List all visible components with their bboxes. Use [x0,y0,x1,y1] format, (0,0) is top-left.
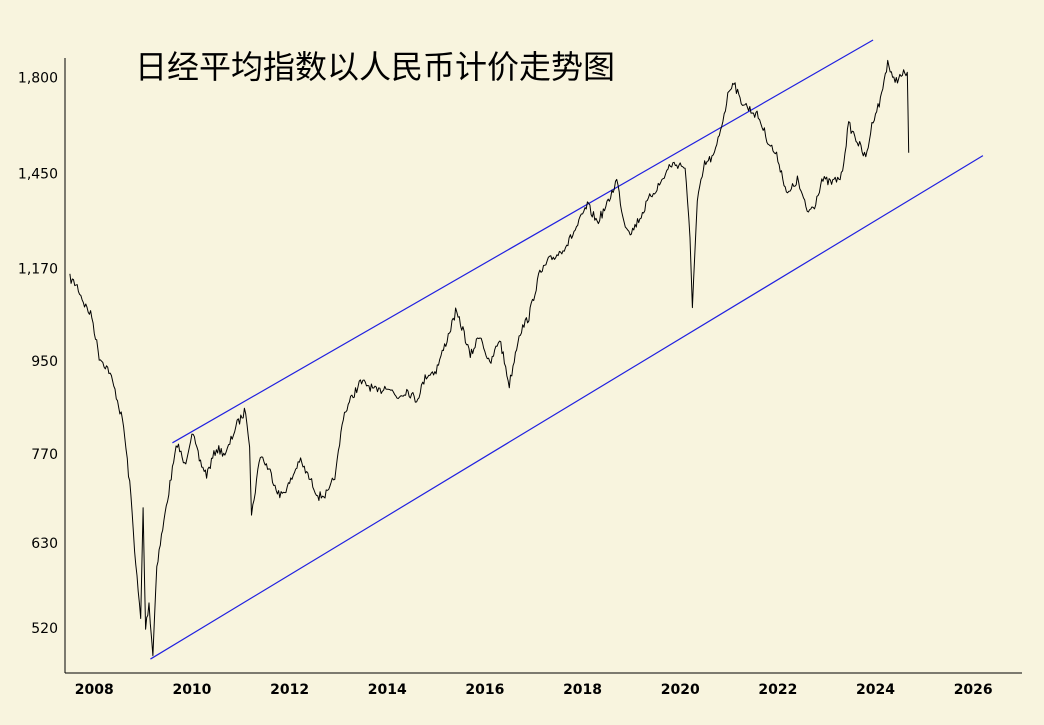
chart-title: 日经平均指数以人民币计价走势图 [135,48,615,86]
x-tick-label: 2024 [856,682,895,698]
y-tick-label: 630 [31,536,58,552]
y-tick-label: 1,800 [18,71,58,87]
upper-channel-line [172,39,874,444]
x-tick-label: 2022 [758,682,797,698]
y-tick-label: 520 [31,621,58,637]
x-tick-label: 2018 [563,682,602,698]
x-tick-label: 2020 [661,682,700,698]
x-tick-label: 2010 [172,682,211,698]
x-tick-label: 2026 [954,682,993,698]
x-tick-label: 2014 [368,682,407,698]
y-tick-label: 770 [31,447,58,463]
x-tick-label: 2008 [75,682,114,698]
y-tick-labels: 520 630 770 950 1,170 1,450 1,800 [18,71,58,637]
y-tick-label: 1,170 [18,262,58,278]
y-tick-label: 1,450 [18,167,58,183]
price-line [69,59,910,657]
trend-channel-lines [150,39,984,660]
x-tick-label: 2016 [465,682,504,698]
price-series [69,59,910,657]
x-tick-labels: 2008 2010 2012 2014 2016 2018 2020 2022 2024 2026 [75,682,993,698]
x-tick-label: 2012 [270,682,309,698]
lower-channel-line [150,155,984,660]
y-tick-label: 950 [31,354,58,370]
